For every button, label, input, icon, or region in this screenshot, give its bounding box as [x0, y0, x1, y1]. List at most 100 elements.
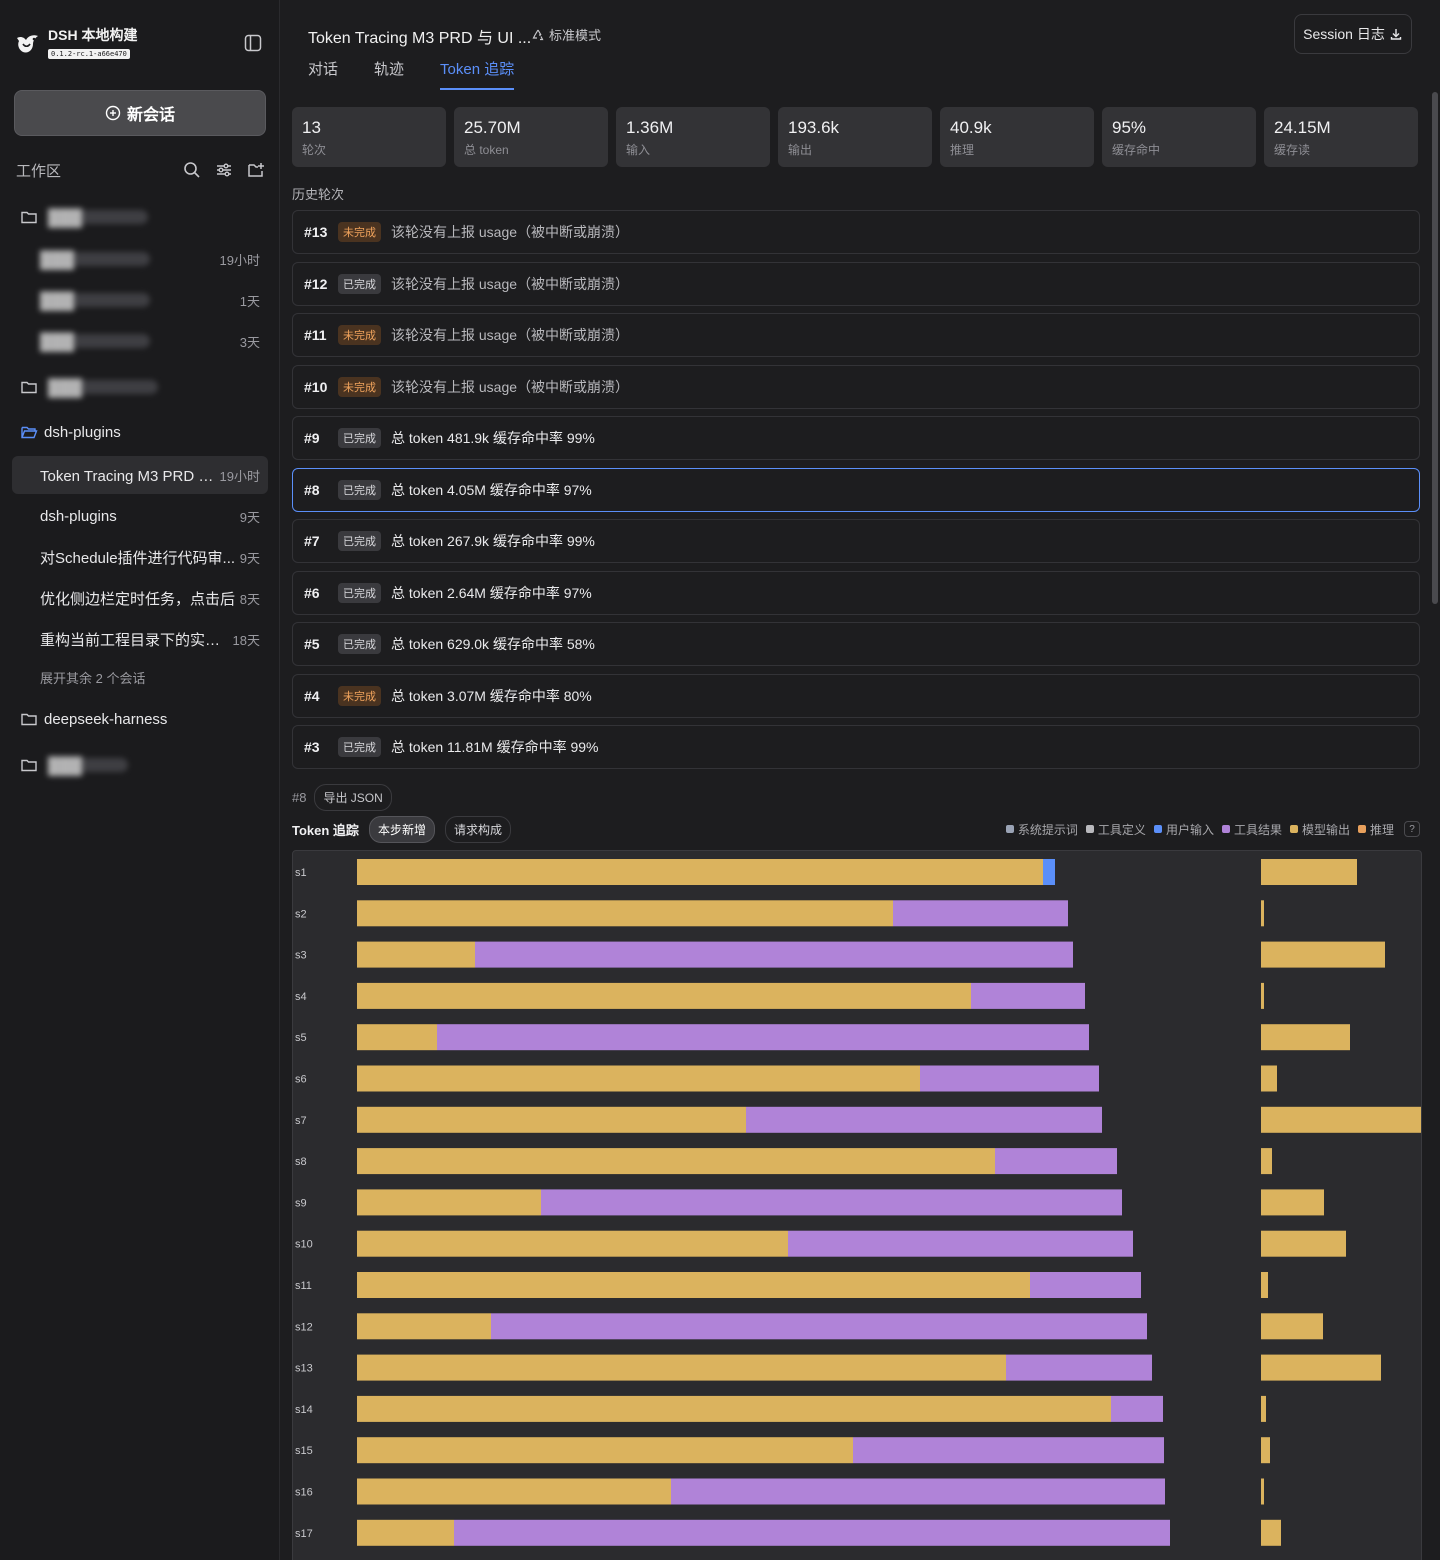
- bar-segment[interactable]: [357, 982, 971, 1009]
- round-row[interactable]: #9 已完成 总 token 481.9k 缓存命中率 99%: [292, 416, 1420, 460]
- bar-segment[interactable]: [893, 900, 1068, 927]
- side-bar[interactable]: [1261, 1065, 1277, 1092]
- bar-segment[interactable]: [995, 1148, 1117, 1175]
- bar-segment[interactable]: [357, 1024, 437, 1051]
- session-item[interactable]: 优化侧边栏定时任务，点击后 8天: [12, 579, 268, 617]
- round-row[interactable]: #5 已完成 总 token 629.0k 缓存命中率 58%: [292, 622, 1420, 666]
- bar-segment[interactable]: [454, 1519, 1170, 1546]
- folder-item[interactable]: ███: [12, 198, 268, 236]
- bar-segment[interactable]: [357, 1313, 491, 1340]
- side-bar[interactable]: [1261, 1519, 1281, 1546]
- session-item[interactable]: ███ 3天: [12, 322, 268, 360]
- round-row[interactable]: #12 已完成 该轮没有上报 usage（被中断或崩溃）: [292, 262, 1420, 306]
- bar-segment[interactable]: [1043, 859, 1055, 885]
- chart-legend: 系统提示词 工具定义 用户输入 工具结果 模型输出 推理 ?: [998, 821, 1420, 838]
- session-item[interactable]: ███ 19小时: [12, 240, 268, 278]
- session-item[interactable]: 对Schedule插件进行代码审... 9天: [12, 538, 268, 576]
- side-bar[interactable]: [1261, 859, 1357, 885]
- session-item[interactable]: 重构当前工程目录下的实现。 18天: [12, 620, 268, 658]
- bar-segment[interactable]: [357, 1437, 853, 1464]
- bar-segment[interactable]: [357, 1395, 1111, 1422]
- side-bar[interactable]: [1261, 1106, 1421, 1133]
- stat-value: 95%: [1112, 118, 1147, 137]
- round-row[interactable]: #10 未完成 该轮没有上报 usage（被中断或崩溃）: [292, 365, 1420, 409]
- tab-token-tracing[interactable]: Token 追踪: [440, 58, 515, 90]
- filter-sliders-icon[interactable]: [214, 160, 234, 180]
- status-badge: 未完成: [338, 325, 381, 345]
- tab-conversation[interactable]: 对话: [308, 61, 339, 78]
- round-row[interactable]: #11 未完成 该轮没有上报 usage（被中断或崩溃）: [292, 313, 1420, 357]
- folder-item-dsh-plugins[interactable]: dsh-plugins: [12, 413, 268, 451]
- bar-segment[interactable]: [357, 1519, 454, 1546]
- bar-segment[interactable]: [1030, 1272, 1141, 1298]
- search-icon[interactable]: [182, 160, 202, 180]
- bar-segment[interactable]: [357, 1189, 541, 1216]
- bar-segment[interactable]: [853, 1437, 1164, 1464]
- side-bar[interactable]: [1261, 1272, 1268, 1298]
- side-bar[interactable]: [1261, 1313, 1323, 1340]
- bar-segment[interactable]: [437, 1024, 1089, 1051]
- side-bar[interactable]: [1261, 941, 1385, 968]
- bar-segment[interactable]: [475, 941, 1073, 968]
- sidebar-toggle-icon[interactable]: [243, 33, 263, 53]
- round-row[interactable]: #6 已完成 总 token 2.64M 缓存命中率 97%: [292, 571, 1420, 615]
- new-folder-icon[interactable]: [246, 160, 266, 180]
- folder-icon: [21, 211, 37, 224]
- session-label: ███: [40, 334, 150, 351]
- side-bar[interactable]: [1261, 1024, 1350, 1051]
- bar-segment[interactable]: [971, 982, 1085, 1009]
- session-item[interactable]: dsh-plugins 9天: [12, 497, 268, 535]
- bar-segment[interactable]: [357, 900, 893, 927]
- side-bar[interactable]: [1261, 1437, 1270, 1464]
- session-item[interactable]: ███ 1天: [12, 281, 268, 319]
- bar-segment[interactable]: [357, 1106, 746, 1133]
- bar-segment[interactable]: [491, 1313, 1147, 1340]
- toggle-request-composition[interactable]: 请求构成: [444, 815, 511, 843]
- mode-label: 标准模式: [549, 28, 602, 43]
- legend-label: 工具定义: [1097, 822, 1146, 837]
- tab-trajectory[interactable]: 轨迹: [374, 61, 405, 78]
- round-row[interactable]: #3 已完成 总 token 11.81M 缓存命中率 99%: [292, 725, 1420, 769]
- export-json-button[interactable]: 导出 JSON: [314, 784, 392, 811]
- side-bar[interactable]: [1261, 900, 1264, 927]
- session-item-active[interactable]: Token Tracing M3 PRD 与... 19小时: [12, 456, 268, 494]
- mode-indicator[interactable]: 标准模式: [531, 25, 601, 44]
- bar-segment[interactable]: [357, 1354, 1006, 1381]
- bar-segment[interactable]: [671, 1478, 1165, 1505]
- bar-segment[interactable]: [1006, 1354, 1152, 1381]
- side-bar[interactable]: [1261, 1395, 1266, 1422]
- folder-item[interactable]: ███: [12, 746, 268, 784]
- main-scrollbar[interactable]: [1432, 92, 1438, 1560]
- round-row[interactable]: #13 未完成 该轮没有上报 usage（被中断或崩溃）: [292, 210, 1420, 254]
- side-bar[interactable]: [1261, 1478, 1264, 1505]
- round-row[interactable]: #4 未完成 总 token 3.07M 缓存命中率 80%: [292, 674, 1420, 718]
- round-row-selected[interactable]: #8 已完成 总 token 4.05M 缓存命中率 97%: [292, 468, 1420, 512]
- side-bar[interactable]: [1261, 1230, 1346, 1257]
- bar-segment[interactable]: [357, 1065, 920, 1092]
- folder-item[interactable]: ███: [12, 368, 268, 406]
- help-button[interactable]: ?: [1404, 821, 1420, 837]
- scrollbar-thumb[interactable]: [1432, 92, 1438, 604]
- toggle-step-added[interactable]: 本步新增: [368, 815, 435, 843]
- bar-segment[interactable]: [1111, 1395, 1163, 1422]
- bar-segment[interactable]: [357, 1148, 995, 1175]
- bar-segment[interactable]: [746, 1106, 1102, 1133]
- session-time: 8天: [239, 591, 260, 607]
- side-bar[interactable]: [1261, 1354, 1381, 1381]
- session-log-button[interactable]: Session 日志: [1294, 14, 1412, 54]
- new-chat-button[interactable]: 新会话: [14, 90, 266, 136]
- bar-segment[interactable]: [357, 859, 1043, 885]
- folder-item-deepseek-harness[interactable]: deepseek-harness: [12, 700, 268, 738]
- side-bar[interactable]: [1261, 1148, 1272, 1175]
- bar-segment[interactable]: [357, 1230, 788, 1257]
- bar-segment[interactable]: [541, 1189, 1122, 1216]
- side-bar[interactable]: [1261, 1189, 1324, 1216]
- bar-segment[interactable]: [357, 1478, 671, 1505]
- bar-segment[interactable]: [357, 941, 475, 968]
- round-row[interactable]: #7 已完成 总 token 267.9k 缓存命中率 99%: [292, 519, 1420, 563]
- bar-segment[interactable]: [357, 1272, 1030, 1298]
- bar-segment[interactable]: [788, 1230, 1133, 1257]
- side-bar[interactable]: [1261, 982, 1264, 1009]
- expand-more-sessions-link[interactable]: 展开其余 2 个会话: [40, 671, 146, 686]
- bar-segment[interactable]: [920, 1065, 1099, 1092]
